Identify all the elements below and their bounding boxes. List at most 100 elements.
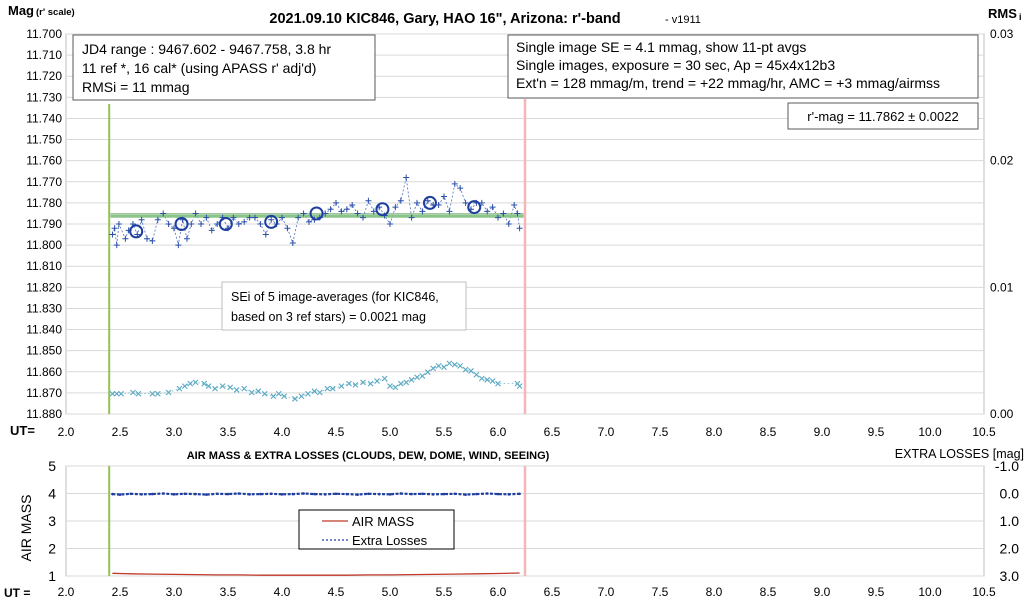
rms-point <box>495 380 501 387</box>
rms-point <box>441 364 447 371</box>
bottom-y-tick-label: 1 <box>48 568 56 584</box>
main-y-tick-label: 11.740 <box>26 111 62 125</box>
rms-point <box>424 369 431 376</box>
single-image-point <box>408 214 415 221</box>
rms-point <box>457 362 464 369</box>
extra-losses-point <box>507 493 511 496</box>
rms-point <box>381 375 388 382</box>
single-image-point <box>252 214 258 221</box>
main-y-tick-label: 11.770 <box>26 175 62 189</box>
rms-point <box>473 371 480 378</box>
main-y-tick-label: 11.880 <box>26 407 62 421</box>
rms-point <box>435 362 442 369</box>
rms-point <box>352 381 359 388</box>
extra-losses-point <box>248 493 251 496</box>
bottom-x-tick-label: 3.0 <box>166 585 183 599</box>
single-image-point <box>424 197 431 204</box>
single-image-point <box>175 242 182 249</box>
bottom-legend: AIR MASS Extra Losses <box>298 509 455 550</box>
info-box-left: JD4 range : 9467.602 - 9467.758, 3.8 hr … <box>72 34 376 101</box>
extra-losses-point <box>151 492 154 496</box>
rms-point <box>275 390 282 397</box>
single-image-point <box>349 202 356 208</box>
rms-point <box>397 380 404 387</box>
rms-point <box>360 379 366 386</box>
single-image-point <box>484 208 491 215</box>
rms-point <box>478 375 485 382</box>
main-y-tick-label: 11.840 <box>26 323 62 337</box>
average-point <box>218 217 233 231</box>
main-y-tick-label: 11.870 <box>26 386 62 400</box>
single-image-point <box>149 237 156 244</box>
single-image-point <box>414 199 420 206</box>
extra-losses-point <box>345 492 349 496</box>
info-left-line-1: JD4 range : 9467.602 - 9467.758, 3.8 hr <box>82 41 331 57</box>
airmass-line <box>112 572 520 576</box>
main-tick-labels: 11.700 11.710 11.720 11.730 11.740 11.750 11.7… <box>26 27 1013 439</box>
bottom-x-tick-label: 4.0 <box>274 585 291 599</box>
rms-point <box>187 380 194 387</box>
extra-losses-point <box>291 492 295 496</box>
rms-point <box>387 383 393 390</box>
average-point <box>129 224 144 239</box>
info-right-line-1: Single image SE = 4.1 mmag, show 11-pt a… <box>516 39 806 55</box>
info-box-right: Single image SE = 4.1 mmag, show 11-pt a… <box>507 34 979 99</box>
single-image-point <box>516 225 523 232</box>
single-image-point <box>365 197 372 204</box>
rms-point <box>419 373 426 379</box>
rms-point <box>270 393 277 400</box>
y-axis-label-sub: (r' scale) <box>36 7 75 18</box>
single-image-point <box>115 221 122 227</box>
bottom-x-tick-label: 2.0 <box>58 585 75 599</box>
bottom-y-tick-label: 5 <box>48 458 56 474</box>
single-image-point <box>354 210 361 217</box>
rms-point <box>346 380 352 387</box>
main-x-tick-label: 7.5 <box>652 425 669 439</box>
extra-losses-point <box>431 493 435 496</box>
extra-losses-point <box>111 492 114 496</box>
bottom-y2-tick-label: -1.0 <box>995 458 1019 474</box>
bottom-chart-title: AIR MASS & EXTRA LOSSES (CLOUDS, DEW, DO… <box>187 450 550 462</box>
extra-losses-point <box>172 493 176 496</box>
single-image-point <box>262 231 269 238</box>
rms-point <box>165 389 172 396</box>
main-chart-title-suffix: - v1911 <box>665 14 701 26</box>
main-y-tick-label: 11.720 <box>26 69 62 83</box>
extra-losses-point <box>453 492 457 496</box>
bottom-x-tick-label: 7.5 <box>652 585 669 599</box>
main-x-tick-label: 9.0 <box>814 425 831 439</box>
single-image-point <box>230 214 237 221</box>
extra-losses-point <box>388 493 392 496</box>
extra-losses-point <box>280 493 284 496</box>
extra-losses-point <box>367 492 370 496</box>
bottom-x-tick-label: 9.5 <box>868 585 885 599</box>
extra-losses-point <box>377 492 381 496</box>
rms-point <box>201 380 208 387</box>
main-x-tick-label: 7.0 <box>598 425 615 439</box>
extra-losses-point <box>323 493 327 496</box>
main-x-tick-label: 6.5 <box>544 425 561 439</box>
rms-point <box>255 388 262 395</box>
extra-losses-point <box>410 492 413 496</box>
main-y-tick-label: 11.810 <box>26 259 62 273</box>
single-image-point <box>505 221 512 227</box>
extra-losses-point <box>442 492 446 496</box>
main-x-tick-label: 3.5 <box>220 425 237 439</box>
single-image-point <box>160 210 167 217</box>
bottom-y-tick-label: 2 <box>48 541 56 557</box>
rms-point <box>176 385 183 392</box>
single-image-point <box>387 221 393 227</box>
single-image-point <box>360 214 366 221</box>
main-x-tick-label: 9.5 <box>868 425 885 439</box>
average-point <box>264 214 279 229</box>
main-y-tick-label: 11.850 <box>26 344 62 358</box>
info-right-line-3: Ext'n = 128 mmag/m, trend = +22 mmag/hr,… <box>516 75 940 91</box>
extra-losses-point <box>194 492 197 496</box>
rms-point <box>130 389 136 396</box>
single-image-point <box>495 214 501 221</box>
main-y-tick-label: 11.860 <box>26 365 62 379</box>
bottom-x-tick-label: 5.5 <box>436 585 453 599</box>
rms-point <box>219 383 226 390</box>
single-image-point <box>462 199 469 206</box>
main-y2-tick-label: 0.01 <box>990 280 1014 294</box>
